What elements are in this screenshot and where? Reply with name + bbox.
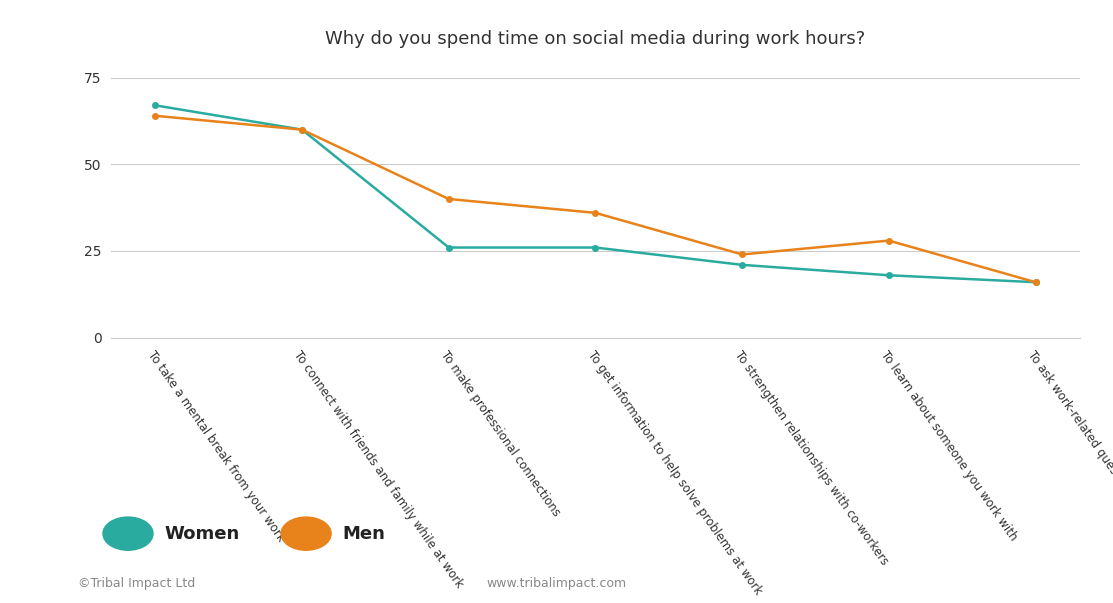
Men xyxy=(589,209,602,216)
Text: Men: Men xyxy=(343,525,386,543)
Men xyxy=(295,126,308,133)
Men xyxy=(883,237,896,244)
Women xyxy=(736,261,749,268)
Text: www.tribalimpact.com: www.tribalimpact.com xyxy=(486,576,627,590)
Men xyxy=(1028,279,1042,286)
Text: Women: Women xyxy=(165,525,240,543)
Women xyxy=(589,244,602,251)
Text: ©Tribal Impact Ltd: ©Tribal Impact Ltd xyxy=(78,576,195,590)
Men xyxy=(149,112,162,119)
Women xyxy=(1028,279,1042,286)
Line: Women: Women xyxy=(152,103,1038,285)
Title: Why do you spend time on social media during work hours?: Why do you spend time on social media du… xyxy=(325,30,866,48)
Women xyxy=(149,102,162,109)
Men xyxy=(736,251,749,258)
Men xyxy=(442,195,455,203)
Women xyxy=(295,126,308,133)
Women xyxy=(883,271,896,279)
Line: Men: Men xyxy=(152,113,1038,285)
Women xyxy=(442,244,455,251)
